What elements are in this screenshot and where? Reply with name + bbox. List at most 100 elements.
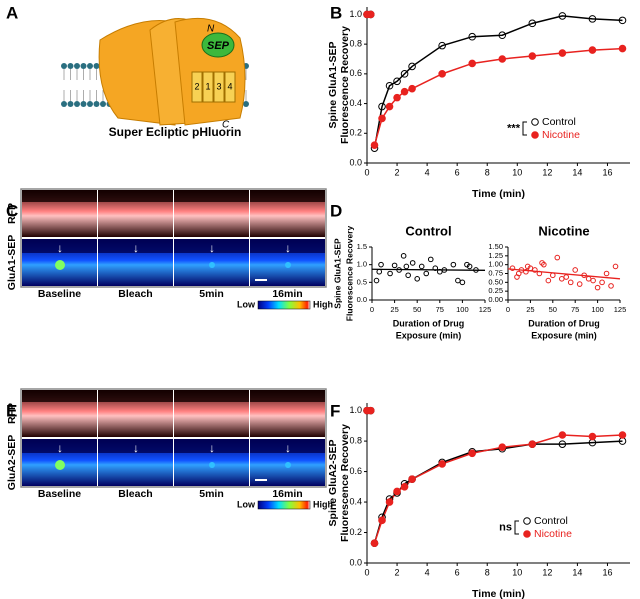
column-label: Bleach bbox=[118, 488, 152, 500]
data-point bbox=[509, 265, 516, 272]
data-point bbox=[558, 276, 565, 282]
x-tick-label: 16 bbox=[602, 167, 612, 177]
data-point bbox=[590, 277, 596, 284]
data-point bbox=[408, 84, 416, 93]
image-frame bbox=[20, 388, 327, 488]
trend-line bbox=[371, 268, 486, 271]
data-point bbox=[378, 516, 386, 525]
data-point bbox=[400, 253, 407, 259]
x-tick-label: 12 bbox=[542, 567, 552, 577]
lipid-head bbox=[61, 101, 67, 107]
lipid-head bbox=[243, 101, 249, 107]
colorbar bbox=[257, 300, 311, 310]
y-tick-label: 1.00 bbox=[488, 260, 503, 269]
data-point bbox=[541, 261, 547, 268]
x-axis-label: Exposure (min) bbox=[396, 330, 462, 340]
x-tick-label: 12 bbox=[542, 167, 552, 177]
data-point bbox=[528, 19, 537, 28]
y-tick-label: 0.6 bbox=[349, 466, 362, 476]
data-point bbox=[531, 118, 539, 126]
data-point bbox=[545, 277, 552, 284]
arrow: ↓ bbox=[285, 241, 291, 255]
data-point bbox=[400, 483, 409, 491]
data-point bbox=[498, 31, 507, 40]
x-tick-label: 4 bbox=[425, 167, 430, 177]
x-tick-label: 125 bbox=[479, 305, 492, 314]
helix bbox=[202, 71, 214, 103]
spine bbox=[285, 462, 291, 468]
lipid-head bbox=[80, 63, 87, 69]
y-tick-label: 0.8 bbox=[349, 39, 362, 49]
x-axis-label: Exposure (min) bbox=[531, 330, 597, 340]
image-bg bbox=[98, 190, 173, 202]
lipid-head bbox=[67, 63, 74, 69]
data-point bbox=[408, 475, 416, 483]
data-point bbox=[455, 277, 461, 284]
x-tick-label: 14 bbox=[572, 567, 582, 577]
significance: ns bbox=[499, 521, 512, 533]
x-tick-label: 14 bbox=[572, 167, 582, 177]
image-bg bbox=[22, 239, 97, 253]
y-axis-label: Fluorescence Recovery bbox=[339, 424, 351, 542]
x-tick-label: 2 bbox=[395, 567, 400, 577]
colorbar-low: Low bbox=[237, 499, 256, 509]
y-tick-label: 0.6 bbox=[349, 68, 362, 78]
chart-title: Control bbox=[405, 223, 451, 238]
helix bbox=[191, 71, 203, 103]
data-point bbox=[528, 440, 537, 448]
image-bg bbox=[98, 439, 173, 453]
spine bbox=[55, 460, 65, 470]
x-tick-label: 6 bbox=[455, 167, 460, 177]
data-point bbox=[594, 284, 601, 291]
data-point bbox=[393, 487, 401, 496]
arrow: ↓ bbox=[209, 241, 215, 255]
data-point bbox=[572, 267, 579, 273]
panel-label: D bbox=[330, 201, 342, 220]
arrow: ↓ bbox=[285, 441, 291, 455]
x-tick-label: 0 bbox=[364, 167, 369, 177]
panel-label: F bbox=[330, 401, 340, 420]
chart-title: Nicotine bbox=[538, 223, 589, 238]
data-point bbox=[554, 254, 561, 261]
y-tick-label: 1.25 bbox=[488, 251, 503, 260]
data-point bbox=[466, 263, 473, 270]
image-bg bbox=[250, 439, 325, 453]
lipid-head bbox=[61, 63, 67, 69]
data-point bbox=[427, 256, 434, 263]
image-bg bbox=[98, 390, 173, 402]
lipid-head bbox=[87, 63, 93, 69]
y-tick-label: 0.4 bbox=[349, 496, 362, 506]
data-point bbox=[531, 131, 539, 139]
diagram-caption: Super Ecliptic pHluorin bbox=[109, 125, 242, 139]
data-point bbox=[468, 449, 477, 458]
significance: *** bbox=[507, 122, 521, 134]
column-label: 16min bbox=[272, 288, 302, 300]
data-point bbox=[400, 87, 409, 96]
row-label: RFP bbox=[6, 203, 18, 224]
x-tick-label: 125 bbox=[614, 305, 627, 314]
data-point bbox=[603, 270, 610, 277]
data-point bbox=[523, 517, 531, 525]
y-tick-label: 0.2 bbox=[349, 527, 362, 537]
column-label: 16min bbox=[272, 488, 302, 500]
y-tick-label: 0.2 bbox=[349, 128, 362, 138]
image-bg bbox=[174, 239, 249, 253]
data-point bbox=[378, 114, 386, 123]
lipid-head bbox=[100, 101, 106, 107]
panel-label: C bbox=[6, 201, 18, 220]
arrow: ↓ bbox=[133, 241, 139, 255]
x-axis-label: Time (min) bbox=[472, 588, 525, 599]
data-point bbox=[405, 272, 411, 279]
column-label: Baseline bbox=[38, 288, 81, 300]
colorbar-high: High bbox=[313, 499, 333, 509]
data-point bbox=[567, 279, 574, 286]
data-point bbox=[391, 262, 398, 269]
legend-bracket bbox=[522, 121, 527, 136]
data-point bbox=[393, 77, 401, 86]
x-tick-label: 10 bbox=[512, 167, 522, 177]
y-tick-label: 1.0 bbox=[349, 9, 362, 19]
data-point bbox=[558, 440, 567, 448]
data-point bbox=[558, 12, 567, 20]
column-label: 5min bbox=[199, 288, 224, 300]
data-point bbox=[599, 279, 605, 286]
